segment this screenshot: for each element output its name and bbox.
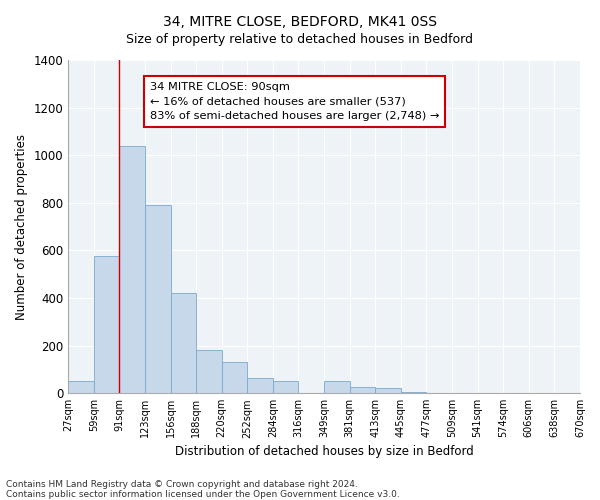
Bar <box>222 362 247 393</box>
Text: 34, MITRE CLOSE, BEDFORD, MK41 0SS: 34, MITRE CLOSE, BEDFORD, MK41 0SS <box>163 15 437 29</box>
Bar <box>247 378 273 393</box>
Text: Contains HM Land Registry data © Crown copyright and database right 2024.: Contains HM Land Registry data © Crown c… <box>6 480 358 489</box>
Bar <box>350 387 375 393</box>
Text: Contains public sector information licensed under the Open Government Licence v3: Contains public sector information licen… <box>6 490 400 499</box>
X-axis label: Distribution of detached houses by size in Bedford: Distribution of detached houses by size … <box>175 444 473 458</box>
Bar <box>68 382 94 393</box>
Bar <box>145 205 170 393</box>
Bar <box>375 388 401 393</box>
Bar <box>273 382 298 393</box>
Bar <box>324 382 350 393</box>
Text: 34 MITRE CLOSE: 90sqm
← 16% of detached houses are smaller (537)
83% of semi-det: 34 MITRE CLOSE: 90sqm ← 16% of detached … <box>150 82 439 122</box>
Bar <box>119 146 145 393</box>
Bar <box>94 256 119 393</box>
Bar <box>196 350 222 393</box>
Bar <box>170 293 196 393</box>
Text: Size of property relative to detached houses in Bedford: Size of property relative to detached ho… <box>127 32 473 46</box>
Bar <box>401 392 427 393</box>
Y-axis label: Number of detached properties: Number of detached properties <box>15 134 28 320</box>
